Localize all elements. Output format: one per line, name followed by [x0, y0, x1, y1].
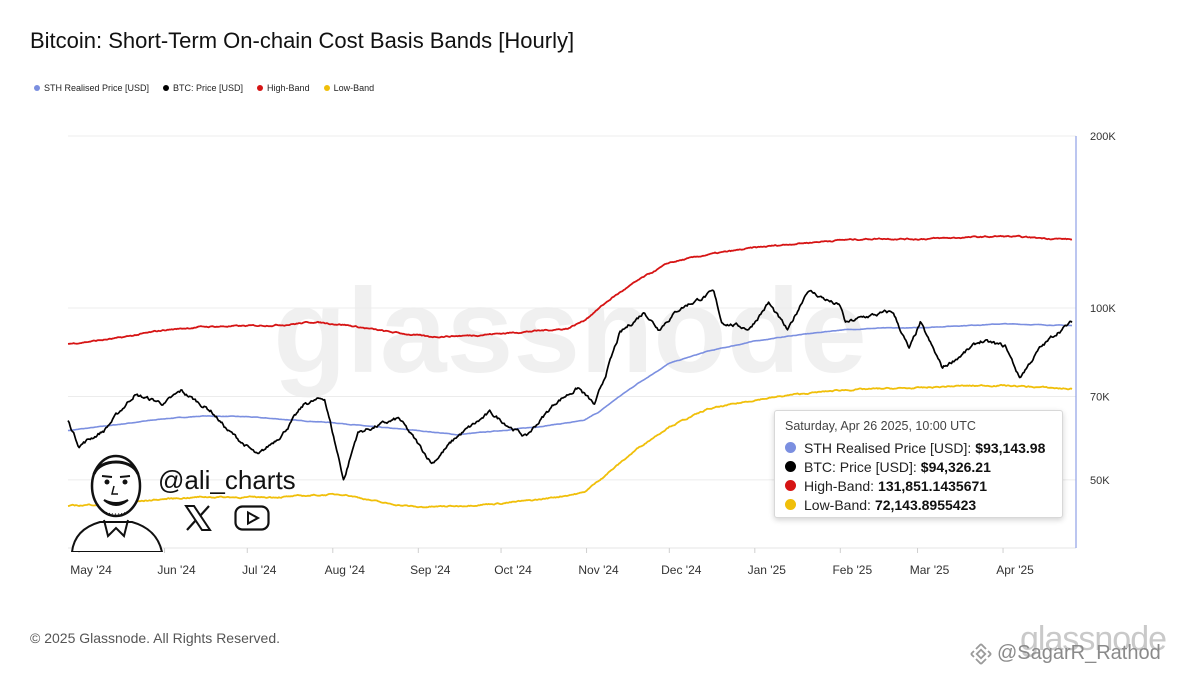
bottom-handle-text: @SagarR_Rathod: [997, 642, 1161, 664]
x-tick-label: Jun '24: [157, 563, 196, 577]
x-tick-label: Oct '24: [494, 563, 532, 577]
tooltip-value-sth: $93,143.98: [975, 439, 1046, 456]
tooltip-row-low-band: Low-Band: 72,143.8955423: [785, 495, 1052, 514]
binance-logo-icon: [970, 642, 992, 665]
tooltip-row-sth: STH Realised Price [USD]: $93,143.98: [785, 438, 1052, 457]
legend-item-high-band[interactable]: High-Band: [257, 83, 310, 93]
y-axis: 200K 100K 70K 50K: [1090, 131, 1116, 487]
x-axis: May '24 Jun '24 Jul '24 Aug '24 Sep '24 Oct '…: [70, 548, 1034, 577]
legend-dot-btc: [163, 85, 170, 91]
y-tick-label: 100K: [1090, 303, 1116, 315]
tooltip-label-sth: STH Realised Price [USD]:: [804, 439, 972, 456]
bottom-handle-watermark: @SagarR_Rathod: [970, 642, 1161, 665]
bottom-brand-watermark: glassnode: [1020, 620, 1167, 658]
tooltip-row-btc: BTC: Price [USD]: $94,326.21: [785, 457, 1052, 476]
y-tick-label: 200K: [1090, 131, 1116, 143]
sth-realised-price-line[interactable]: [67, 322, 1073, 436]
x-tick-label: Sep '24: [410, 563, 451, 577]
x-tick-label: Apr '25: [996, 563, 1034, 577]
tooltip-value-high-band: 131,851.1435671: [878, 477, 988, 494]
x-tick-label: Jul '24: [242, 563, 277, 577]
glassnode-watermark: glassnode: [273, 264, 867, 398]
x-tick-label: Nov '24: [578, 563, 619, 577]
legend-item-low-band[interactable]: Low-Band: [323, 83, 375, 93]
x-logo-icon[interactable]: [184, 505, 212, 531]
tooltip-dot-sth: [785, 442, 796, 453]
tooltip-label-low-band: Low-Band:: [804, 496, 871, 513]
grid-lines: [68, 135, 1077, 549]
youtube-icon[interactable]: [234, 505, 270, 531]
tooltip-dot-high-band: [785, 480, 796, 491]
legend-item-sth[interactable]: STH Realised Price [USD]: [34, 83, 149, 93]
low-band-line[interactable]: [67, 384, 1073, 509]
high-band-line[interactable]: [67, 234, 1073, 345]
copyright-text: © 2025 Glassnode. All Rights Reserved.: [30, 630, 281, 646]
author-handle[interactable]: @ali_charts: [158, 465, 296, 495]
chart-title: Bitcoin: Short-Term On-chain Cost Basis …: [30, 28, 575, 53]
x-tick-label: Jan '25: [748, 563, 787, 577]
legend-label-btc: BTC: Price [USD]: [173, 83, 244, 93]
legend-dot-high-band: [257, 85, 264, 91]
tooltip-value-btc: $94,326.21: [920, 458, 991, 475]
btc-price-line[interactable]: [67, 289, 1073, 481]
author-avatar: [64, 448, 168, 557]
tooltip-value-low-band: 72,143.8955423: [874, 496, 977, 513]
legend-dot-low-band: [323, 85, 330, 91]
tooltip-dot-btc: [785, 461, 796, 472]
x-tick-label: Feb '25: [832, 563, 872, 577]
legend-label-high-band: High-Band: [267, 83, 310, 93]
x-tick-label: Dec '24: [661, 563, 702, 577]
tooltip-dot-low-band: [785, 499, 796, 510]
tooltip-label-btc: BTC: Price [USD]:: [804, 458, 917, 475]
y-tick-label: 50K: [1090, 475, 1110, 487]
tooltip-label-high-band: High-Band:: [804, 477, 875, 494]
tooltip-date: Saturday, Apr 26 2025, 10:00 UTC: [785, 419, 976, 433]
legend: STH Realised Price [USD] BTC: Price [USD…: [34, 83, 374, 93]
social-icons: [184, 505, 270, 531]
legend-item-btc[interactable]: BTC: Price [USD]: [163, 83, 243, 93]
tooltip-row-high-band: High-Band: 131,851.1435671: [785, 476, 1052, 495]
series-layer: [67, 234, 1073, 509]
legend-label-sth: STH Realised Price [USD]: [44, 83, 150, 93]
legend-label-low-band: Low-Band: [333, 83, 375, 93]
x-tick-label: Aug '24: [325, 563, 366, 577]
y-tick-label: 70K: [1090, 391, 1110, 403]
data-tooltip: Saturday, Apr 26 2025, 10:00 UTC STH Rea…: [774, 410, 1063, 518]
x-tick-label: Mar '25: [910, 563, 950, 577]
legend-dot-sth: [34, 85, 40, 91]
x-tick-label: May '24: [70, 563, 112, 577]
